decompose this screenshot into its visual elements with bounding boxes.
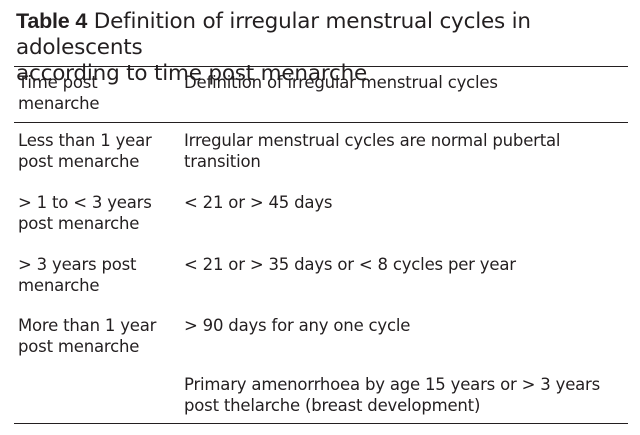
header-col2-text: Definition of irregular menstrual cycles — [184, 73, 498, 92]
row-1-time-line-2: post menarche — [18, 152, 140, 171]
table-row-3-time: > 3 years post menarche — [18, 254, 178, 296]
row-4-definition-line-1: > 90 days for any one cycle — [184, 316, 411, 335]
row-2-time-line-1: > 1 to < 3 years — [18, 193, 152, 212]
table-row-1-time: Less than 1 year post menarche — [18, 130, 178, 172]
table-row-3-definition: < 21 or > 35 days or < 8 cycles per year — [184, 254, 624, 275]
header-col1-line-1: Time post — [18, 73, 98, 92]
table-row-2-definition: < 21 or > 45 days — [184, 192, 624, 213]
row-5-definition-line-2: post thelarche (breast development) — [184, 396, 481, 415]
table-row-4-time: More than 1 year post menarche — [18, 315, 178, 357]
table-row-5-definition: Primary amenorrhoea by age 15 years or >… — [184, 374, 624, 416]
row-2-time-line-2: post menarche — [18, 214, 140, 233]
row-2-definition-line-1: < 21 or > 45 days — [184, 193, 333, 212]
table-caption: Table 4 Definition of irregular menstrua… — [16, 8, 626, 87]
table-row-4-definition: > 90 days for any one cycle — [184, 315, 624, 336]
row-1-definition-line-1: Irregular menstrual cycles are normal pu… — [184, 131, 561, 150]
header-col1-line-2: menarche — [18, 94, 100, 113]
row-3-time-line-1: > 3 years post — [18, 255, 137, 274]
row-4-time-line-1: More than 1 year — [18, 316, 157, 335]
header-definition: Definition of irregular menstrual cycles — [184, 72, 624, 93]
table-top-rule — [14, 66, 628, 67]
table-title-line-2: according to time post menarche — [16, 61, 368, 86]
caption-line-1: Table 4 Definition of irregular menstrua… — [16, 8, 626, 61]
row-1-time-line-1: Less than 1 year — [18, 131, 152, 150]
row-1-definition-line-2: transition — [184, 152, 261, 171]
header-time-post-menarche: Time post menarche — [18, 72, 178, 114]
row-3-time-line-2: menarche — [18, 276, 100, 295]
row-3-definition-line-1: < 21 or > 35 days or < 8 cycles per year — [184, 255, 516, 274]
table-header-rule — [14, 122, 628, 123]
table-title-line-1: Definition of irregular menstrual cycles… — [16, 9, 531, 60]
table-row-1-definition: Irregular menstrual cycles are normal pu… — [184, 130, 624, 172]
table-row-2-time: > 1 to < 3 years post menarche — [18, 192, 178, 234]
table-label: Table 4 — [16, 9, 88, 33]
row-5-definition-line-1: Primary amenorrhoea by age 15 years or >… — [184, 375, 601, 394]
row-4-time-line-2: post menarche — [18, 337, 140, 356]
table-bottom-rule — [14, 423, 628, 424]
